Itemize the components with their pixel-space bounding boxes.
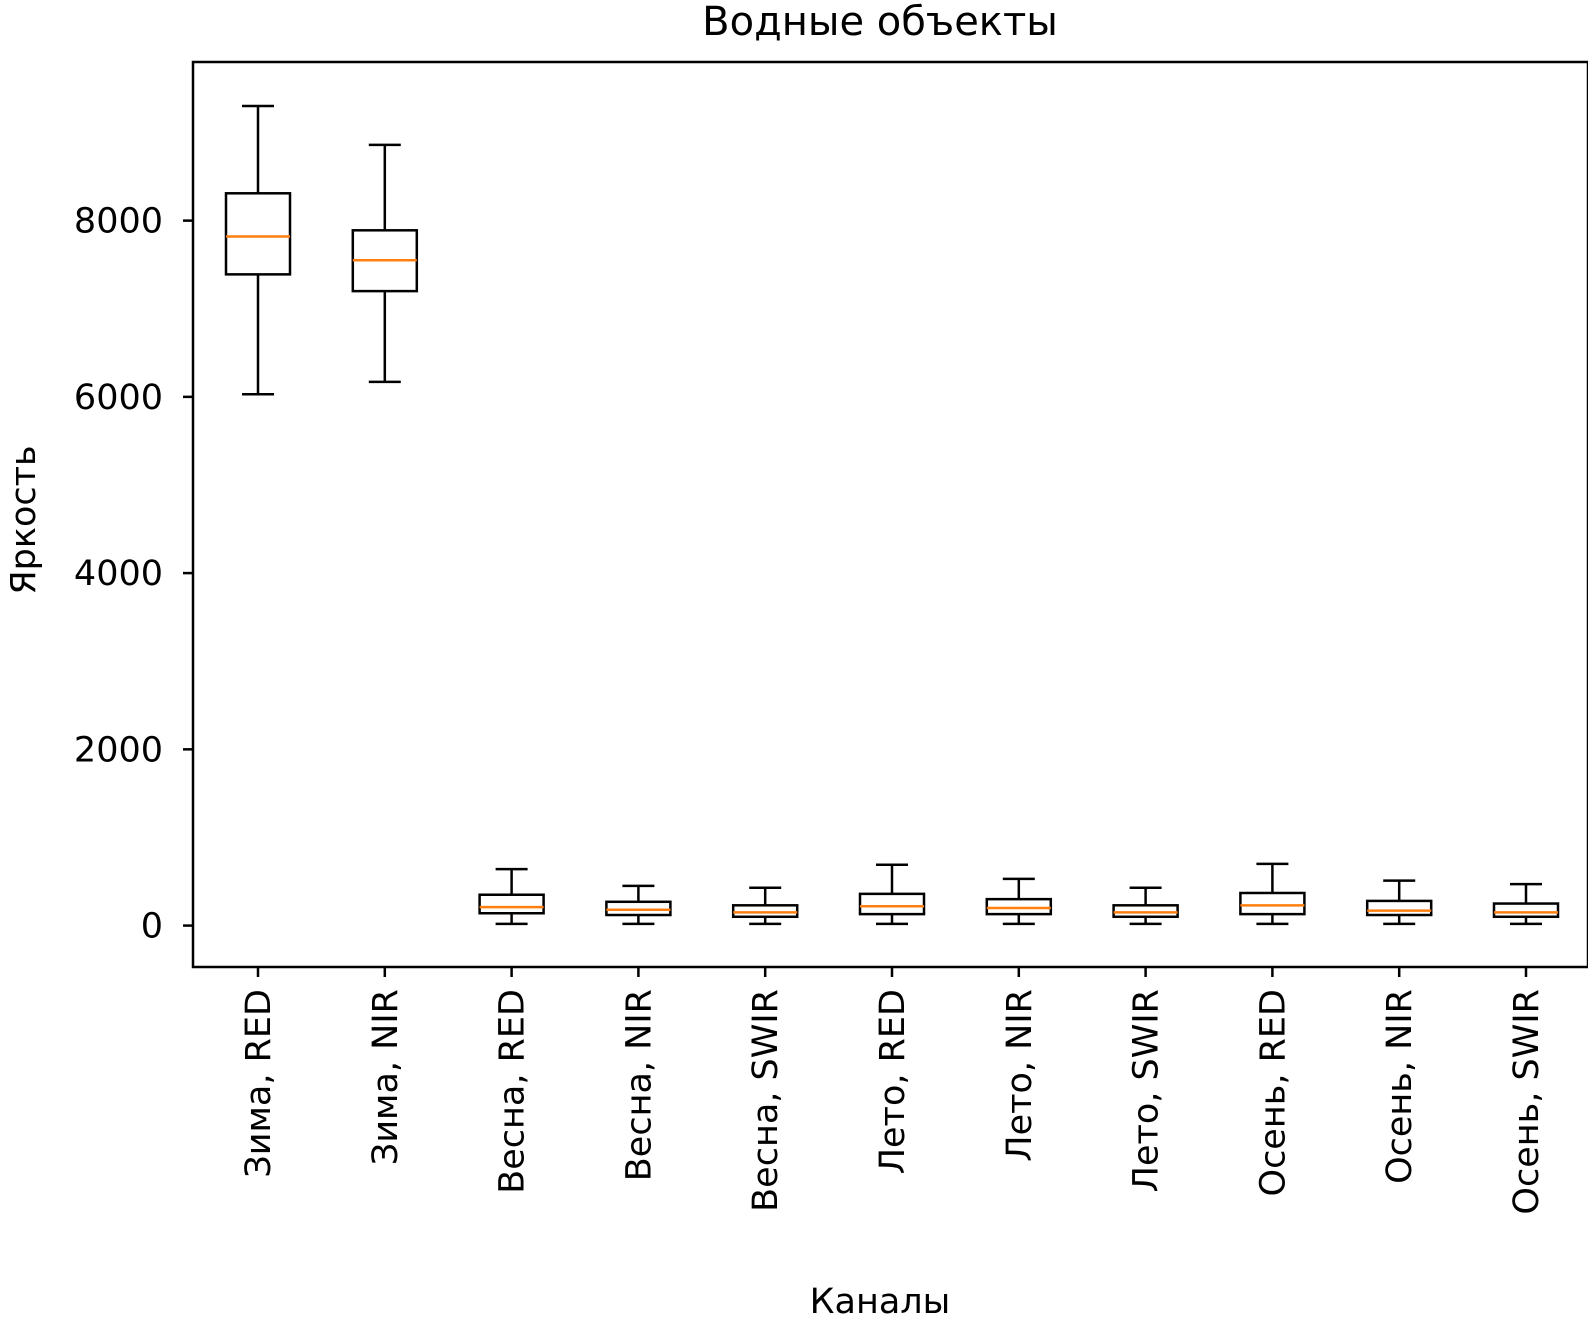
x-tick-label: Лето, NIR xyxy=(1000,989,1040,1162)
box-8 xyxy=(1112,886,1179,926)
box-1 xyxy=(224,104,292,396)
box-body xyxy=(1365,899,1433,917)
box-body xyxy=(605,900,672,917)
box-9 xyxy=(1239,862,1306,926)
y-tick-label: 2000 xyxy=(74,730,163,770)
x-tick-label: Весна, NIR xyxy=(619,989,659,1181)
box-7 xyxy=(985,877,1053,926)
axes-frame xyxy=(191,60,1588,969)
box-5 xyxy=(731,886,799,926)
y-axis: 0 2000 4000 6000 8000 xyxy=(74,202,193,947)
x-tick-label: Осень, NIR xyxy=(1380,989,1420,1184)
x-tick-label: Зима, NIR xyxy=(366,989,406,1165)
x-tick-label: Весна, SWIR xyxy=(746,989,786,1212)
y-tick-label: 8000 xyxy=(74,202,163,242)
y-tick-label: 6000 xyxy=(74,378,163,418)
x-tick-label: Лето, RED xyxy=(873,989,913,1174)
chart-title: Водные объекты xyxy=(702,0,1058,45)
y-tick-label: 4000 xyxy=(74,554,163,594)
y-tick-label: 0 xyxy=(141,907,163,947)
x-tick-label: Лето, SWIR xyxy=(1127,989,1167,1192)
box-body xyxy=(985,897,1053,916)
box-2 xyxy=(351,143,419,384)
box-body xyxy=(1492,902,1560,919)
box-11 xyxy=(1492,882,1560,926)
box-body xyxy=(1239,891,1306,916)
box-4 xyxy=(605,884,672,926)
x-tick-label: Осень, RED xyxy=(1253,989,1293,1196)
y-axis-label: Яркость xyxy=(4,445,44,594)
x-axis: Зима, RED Зима, NIR Весна, RED Весна, NIR Ве… xyxy=(239,967,1547,1215)
box-10 xyxy=(1365,879,1433,926)
x-tick-label: Зима, RED xyxy=(239,989,279,1178)
box-body xyxy=(1112,904,1179,919)
plot-area xyxy=(224,104,1560,926)
x-tick-label: Весна, RED xyxy=(493,989,533,1194)
box-body xyxy=(731,904,799,919)
box-body xyxy=(224,192,292,276)
box-6 xyxy=(858,863,926,926)
box-body xyxy=(858,892,926,916)
box-3 xyxy=(478,867,545,926)
box-body xyxy=(478,893,545,915)
x-tick-label: Осень, SWIR xyxy=(1507,989,1547,1215)
x-axis-label: Каналы xyxy=(810,1282,951,1322)
